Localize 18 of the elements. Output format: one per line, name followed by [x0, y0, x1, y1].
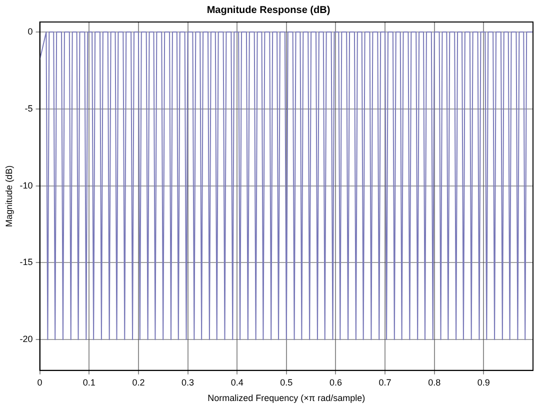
- x-tick-label: 0.2: [132, 377, 145, 388]
- y-axis-title: Magnitude (dB): [4, 165, 14, 227]
- x-axis-title: Normalized Frequency (×π rad/sample): [208, 393, 366, 404]
- chart-title: Magnitude Response (dB): [206, 4, 330, 16]
- x-tick-label: 0.8: [428, 377, 441, 388]
- x-tick-label: 0.7: [378, 377, 392, 388]
- y-tick-label: -5: [24, 103, 33, 114]
- y-tick-label: 0: [28, 26, 33, 36]
- y-tick-label: -20: [20, 334, 33, 344]
- y-tick-label: -15: [20, 257, 33, 268]
- x-tick-label: 0: [37, 377, 42, 388]
- x-tick-label: 0.5: [280, 377, 293, 388]
- x-tick-label: 0.4: [230, 377, 244, 388]
- x-tick-label: 0.6: [329, 377, 342, 388]
- x-tick-label: 0.3: [182, 377, 194, 388]
- x-tick-label: 0.9: [477, 377, 490, 388]
- x-tick-label: 0.1: [82, 377, 96, 388]
- y-tick-label: -10: [20, 180, 33, 190]
